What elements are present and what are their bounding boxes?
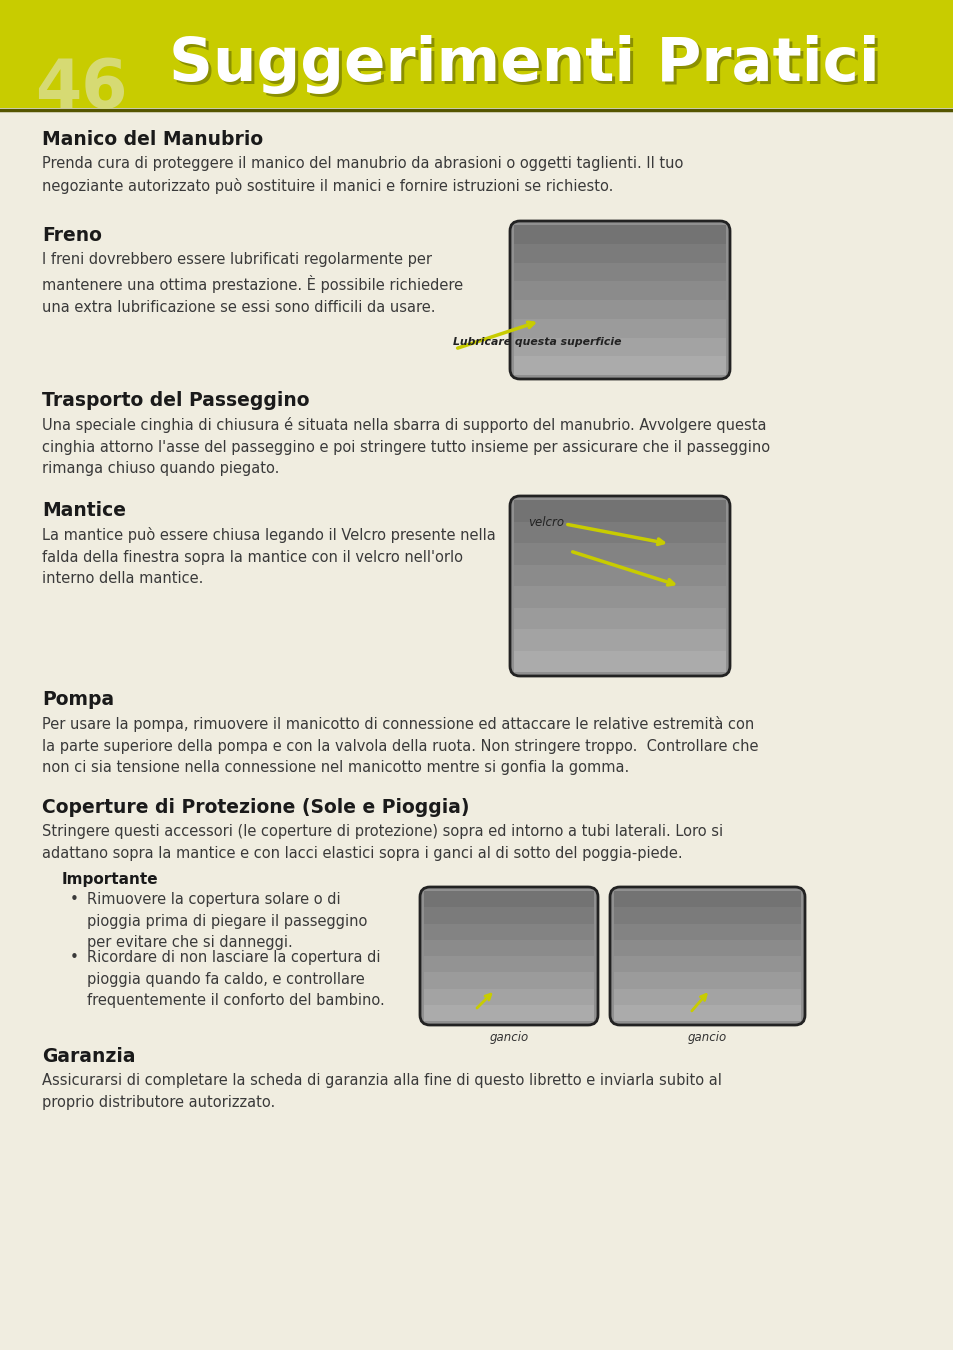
Bar	[514, 319, 725, 338]
Bar	[514, 608, 725, 629]
Text: Suggerimenti Pratici: Suggerimenti Pratici	[172, 38, 882, 97]
Text: Pompa: Pompa	[42, 690, 114, 709]
Bar	[423, 923, 594, 940]
FancyBboxPatch shape	[510, 221, 729, 379]
Text: Garanzia: Garanzia	[42, 1048, 135, 1067]
Bar	[423, 956, 594, 972]
Text: I freni dovrebbero essere lubrificati regolarmente per
mantenere una ottima pres: I freni dovrebbero essere lubrificati re…	[42, 252, 462, 315]
Bar	[0, 0, 953, 108]
Bar	[514, 225, 725, 244]
Bar	[514, 521, 725, 543]
Text: Prenda cura di proteggere il manico del manubrio da abrasioni o oggetti taglient: Prenda cura di proteggere il manico del …	[42, 157, 682, 194]
Text: Stringere questi accessori (le coperture di protezione) sopra ed intorno a tubi : Stringere questi accessori (le coperture…	[42, 824, 722, 860]
FancyBboxPatch shape	[609, 887, 804, 1025]
Text: Una speciale cinghia di chiusura é situata nella sbarra di supporto del manubrio: Una speciale cinghia di chiusura é situa…	[42, 417, 769, 477]
FancyBboxPatch shape	[510, 495, 729, 676]
Text: Trasporto del Passeggino: Trasporto del Passeggino	[42, 392, 309, 410]
Text: Lubricare questa superficie: Lubricare questa superficie	[453, 338, 620, 347]
Bar	[614, 988, 801, 1004]
Bar	[514, 300, 725, 319]
Text: Assicurarsi di completare la scheda di garanzia alla fine di questo libretto e i: Assicurarsi di completare la scheda di g…	[42, 1073, 721, 1110]
Bar	[514, 586, 725, 608]
Text: Freno: Freno	[42, 225, 102, 244]
Text: Per usare la pompa, rimuovere il manicotto di connessione ed attaccare le relati: Per usare la pompa, rimuovere il manicot…	[42, 716, 758, 775]
Bar	[614, 1004, 801, 1021]
Bar	[514, 651, 725, 672]
Text: Ricordare di non lasciare la copertura di
pioggia quando fa caldo, e controllare: Ricordare di non lasciare la copertura d…	[87, 950, 384, 1008]
Text: Importante: Importante	[62, 872, 158, 887]
Bar	[423, 907, 594, 923]
Bar	[514, 543, 725, 564]
Text: 46: 46	[35, 55, 128, 122]
Bar	[514, 356, 725, 375]
Bar	[614, 923, 801, 940]
Bar	[614, 972, 801, 988]
Bar	[514, 281, 725, 300]
Bar	[423, 988, 594, 1004]
Text: Suggerimenti Pratici: Suggerimenti Pratici	[169, 35, 880, 95]
Text: Coperture di Protezione (Sole e Pioggia): Coperture di Protezione (Sole e Pioggia)	[42, 798, 469, 817]
Bar	[423, 891, 594, 907]
Text: gancio: gancio	[489, 1031, 528, 1044]
Text: •: •	[70, 892, 79, 907]
Text: Mantice: Mantice	[42, 501, 126, 520]
Bar	[423, 1004, 594, 1021]
Text: •: •	[70, 950, 79, 965]
Text: Rimuovere la copertura solare o di
pioggia prima di piegare il passeggino
per ev: Rimuovere la copertura solare o di piogg…	[87, 892, 367, 950]
Bar	[423, 940, 594, 956]
FancyBboxPatch shape	[419, 887, 598, 1025]
Text: Manico del Manubrio: Manico del Manubrio	[42, 130, 263, 148]
Bar	[514, 244, 725, 262]
Bar	[514, 629, 725, 651]
Text: gancio: gancio	[687, 1031, 726, 1044]
Bar	[614, 956, 801, 972]
Bar	[514, 262, 725, 281]
Bar	[514, 338, 725, 356]
Bar	[614, 907, 801, 923]
Bar	[614, 891, 801, 907]
Bar	[514, 500, 725, 521]
Text: velcro: velcro	[527, 516, 563, 529]
Bar	[614, 940, 801, 956]
Bar	[514, 564, 725, 586]
Text: La mantice può essere chiusa legando il Velcro presente nella
falda della finest: La mantice può essere chiusa legando il …	[42, 526, 496, 586]
Bar	[423, 972, 594, 988]
